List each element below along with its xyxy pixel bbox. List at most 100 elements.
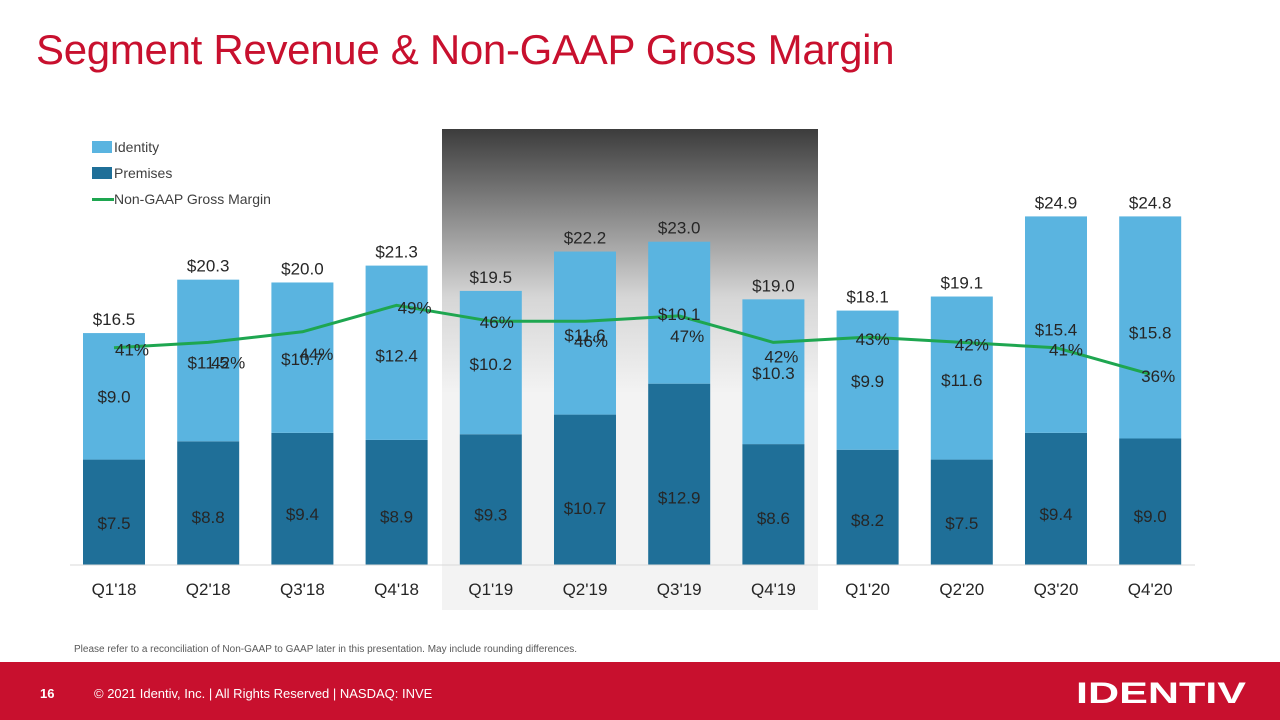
premises-value-label: $8.2 — [851, 511, 884, 530]
identity-value-label: $15.4 — [1035, 320, 1078, 339]
margin-swatch — [92, 197, 114, 201]
identity-value-label: $11.6 — [941, 371, 982, 390]
identiv-logo: IDENTIV — [1076, 678, 1246, 706]
identity-value-label: $10.7 — [281, 350, 324, 369]
margin-value-label: 36% — [1141, 367, 1175, 386]
total-value-label: $22.2 — [564, 229, 607, 248]
page-number: 16 — [40, 686, 55, 701]
bar-premises — [554, 414, 616, 565]
premises-value-label: $8.8 — [192, 508, 225, 527]
premises-value-label: $9.4 — [1039, 505, 1072, 524]
premises-value-label: $12.9 — [658, 488, 701, 507]
revenue-margin-chart: $7.5 $9.0 $16.5 Q1'18 $8.8 $11.5 $20.3 Q2'18 $9.… — [70, 129, 1195, 610]
copyright-text: © 2021 Identiv, Inc. | All Rights Reserv… — [94, 686, 433, 701]
identity-value-label: $11.5 — [188, 354, 229, 373]
premises-value-label: $7.5 — [97, 514, 130, 533]
identity-value-label: $9.0 — [97, 388, 130, 407]
x-tick-label: Q1'20 — [845, 580, 890, 599]
footnote: Please refer to a reconciliation of Non-… — [74, 644, 578, 655]
premises-value-label: $9.3 — [474, 506, 507, 525]
margin-value-label: 44% — [299, 345, 333, 364]
margin-value-label: 41% — [115, 341, 149, 360]
bar-identity — [930, 296, 993, 460]
svg-text:IDENTIV: IDENTIV — [1076, 678, 1246, 706]
premises-value-label: $8.6 — [757, 509, 790, 528]
total-value-label: $16.5 — [93, 310, 136, 329]
x-tick-label: Q2'20 — [939, 580, 984, 599]
bar-identity — [459, 290, 522, 435]
identity-value-label: $10.1 — [658, 305, 701, 324]
identity-value-label: $11.6 — [564, 326, 605, 345]
x-tick-label: Q1'19 — [468, 580, 513, 599]
margin-value-label: 47% — [670, 327, 704, 346]
footer-bar: 16 © 2021 Identiv, Inc. | All Rights Res… — [0, 662, 1280, 720]
margin-line — [113, 303, 1151, 376]
x-tick-label: Q4'18 — [374, 580, 419, 599]
x-tick-label: Q1'18 — [92, 580, 137, 599]
x-tick-label: Q4'19 — [751, 580, 796, 599]
x-tick-label: Q2'19 — [563, 580, 608, 599]
bar-identity — [365, 265, 428, 440]
margin-value-label: 42% — [764, 347, 798, 366]
margin-value-label: 49% — [398, 298, 432, 317]
legend-item-margin: Non-GAAP Gross Margin — [92, 186, 271, 212]
bar-identity — [836, 310, 899, 450]
legend-label-margin: Non-GAAP Gross Margin — [114, 191, 271, 207]
x-tick-label: Q2'18 — [186, 580, 231, 599]
total-value-label: $24.9 — [1035, 193, 1078, 212]
legend-item-premises: Premises — [92, 160, 271, 186]
identity-value-label: $10.3 — [752, 364, 795, 383]
x-tick-label: Q3'19 — [657, 580, 702, 599]
bar-identity — [648, 241, 711, 384]
bar-identity — [83, 333, 145, 460]
total-value-label: $18.1 — [846, 288, 889, 307]
total-value-label: $20.3 — [187, 257, 230, 276]
bar-identity — [554, 251, 616, 415]
premises-value-label: $9.0 — [1134, 507, 1167, 526]
slide-title: Segment Revenue & Non-GAAP Gross Margin — [36, 26, 895, 73]
bar-premises — [83, 459, 145, 565]
bar-premises — [742, 444, 805, 565]
legend-item-identity: Identity — [92, 134, 271, 160]
bar-premises — [836, 449, 899, 565]
identity-value-label: $9.9 — [851, 372, 884, 391]
bar-premises — [930, 459, 993, 565]
bar-premises — [365, 439, 428, 565]
identity-value-label: $12.4 — [375, 346, 418, 365]
total-value-label: $21.3 — [375, 243, 418, 262]
bar-identity — [1025, 216, 1087, 433]
margin-value-label: 43% — [856, 330, 890, 349]
bar-premises — [1119, 438, 1182, 565]
premises-value-label: $10.7 — [564, 499, 607, 518]
identity-value-label: $10.2 — [470, 355, 513, 374]
identity-value-label: $15.8 — [1129, 324, 1172, 343]
premises-value-label: $9.4 — [286, 505, 319, 524]
premises-value-label: $7.5 — [945, 514, 978, 533]
identity-swatch — [92, 141, 112, 153]
legend-label-premises: Premises — [114, 165, 173, 181]
margin-value-label: 41% — [1049, 341, 1083, 360]
bar-identity — [271, 282, 334, 433]
total-value-label: $20.0 — [281, 259, 324, 278]
bar-identity — [1119, 216, 1182, 439]
x-tick-label: Q4'20 — [1128, 580, 1173, 599]
bar-premises — [648, 383, 711, 565]
bar-premises — [1025, 432, 1087, 565]
x-tick-label: Q3'18 — [280, 580, 325, 599]
legend-label-identity: Identity — [114, 139, 160, 155]
total-value-label: $19.0 — [752, 276, 795, 295]
margin-value-label: 42% — [211, 353, 245, 372]
margin-value-label: 42% — [955, 335, 989, 354]
margin-value-label: 46% — [480, 313, 514, 332]
x-tick-label: Q3'20 — [1034, 580, 1079, 599]
total-value-label: $24.8 — [1129, 193, 1172, 212]
premises-value-label: $8.9 — [380, 507, 413, 526]
chart-legend: Identity Premises Non-GAAP Gross Margin — [92, 134, 271, 212]
total-value-label: $23.0 — [658, 219, 701, 238]
bar-identity — [177, 279, 240, 442]
bar-premises — [459, 434, 522, 565]
premises-swatch — [92, 167, 112, 179]
bar-premises — [271, 432, 334, 565]
total-value-label: $19.5 — [470, 268, 513, 287]
margin-value-label: 46% — [574, 332, 608, 351]
